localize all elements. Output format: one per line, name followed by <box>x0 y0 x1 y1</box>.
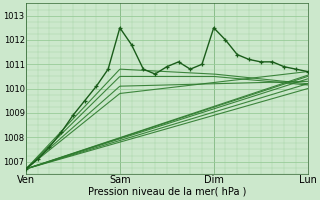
X-axis label: Pression niveau de la mer( hPa ): Pression niveau de la mer( hPa ) <box>88 187 246 197</box>
